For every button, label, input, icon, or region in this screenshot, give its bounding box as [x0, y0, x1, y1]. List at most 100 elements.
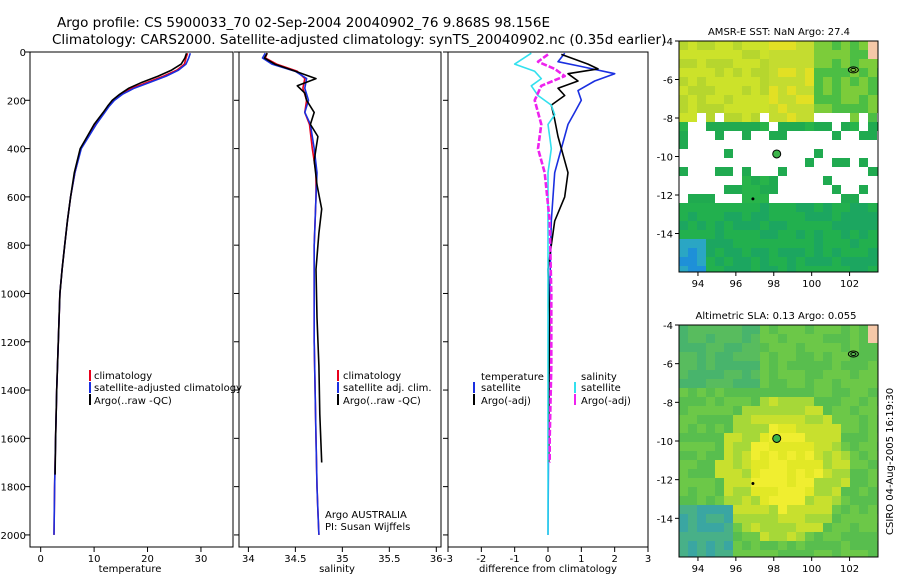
- map-cell: [742, 194, 752, 204]
- map-cell: [715, 104, 725, 114]
- map-cell: [679, 158, 689, 168]
- map-cell: [805, 352, 815, 362]
- map-cell: [814, 478, 824, 488]
- map-cell: [706, 140, 716, 150]
- map-cell: [841, 86, 851, 96]
- map-cell: [724, 442, 734, 452]
- map-cell: [859, 388, 869, 398]
- map-cell: [733, 478, 743, 488]
- map-cell: [724, 487, 734, 497]
- map-cell: [760, 523, 770, 533]
- map-cell: [679, 415, 689, 425]
- map-cell: [814, 140, 824, 150]
- map-cell: [778, 239, 788, 249]
- map-ytick-label: -6: [663, 360, 673, 371]
- map-cell: [805, 361, 815, 371]
- map-cell: [805, 469, 815, 479]
- map-cell: [760, 397, 770, 407]
- map-cell: [742, 550, 752, 557]
- map-cell: [742, 343, 752, 353]
- map-cell: [706, 541, 716, 551]
- map-cell: [760, 149, 770, 159]
- map-cell: [841, 167, 851, 177]
- map-cell: [778, 257, 788, 267]
- map-cell: [814, 496, 824, 506]
- map-cell: [796, 140, 806, 150]
- xtick-label: -2: [476, 554, 486, 565]
- map-cell: [832, 424, 842, 434]
- map-cell: [868, 239, 878, 249]
- map-cell: [733, 451, 743, 461]
- map-cell: [859, 239, 869, 249]
- map-cell: [859, 514, 869, 524]
- map-cell: [805, 86, 815, 96]
- map-cell: [715, 77, 725, 87]
- map-cell: [805, 487, 815, 497]
- map-cell: [805, 50, 815, 60]
- map-cell: [769, 95, 779, 105]
- map-cell: [769, 505, 779, 515]
- map-cell: [751, 221, 761, 231]
- ytick-label: 0: [20, 48, 26, 59]
- map-cell: [796, 86, 806, 96]
- map-cell: [697, 442, 707, 452]
- map-cell: [778, 370, 788, 380]
- map-cell: [697, 550, 707, 557]
- map-cell: [724, 361, 734, 371]
- map-cell: [688, 550, 698, 557]
- map-cell: [778, 532, 788, 542]
- map-cell: [832, 514, 842, 524]
- map-cell: [751, 451, 761, 461]
- map-cell: [814, 176, 824, 186]
- map-cell: [787, 122, 797, 132]
- map-cell: [760, 266, 770, 272]
- map-cell: [688, 523, 698, 533]
- map-cell: [679, 334, 689, 344]
- map-cell: [814, 397, 824, 407]
- map-cell: [724, 77, 734, 87]
- map-cell: [787, 460, 797, 470]
- map-cell: [814, 194, 824, 204]
- map-cell: [850, 194, 860, 204]
- map-cell: [751, 415, 761, 425]
- map-cell: [796, 523, 806, 533]
- map-cell: [751, 388, 761, 398]
- map-cell: [787, 334, 797, 344]
- map-cell: [679, 95, 689, 105]
- map-cell: [715, 158, 725, 168]
- map-cell: [688, 487, 698, 497]
- map-cell: [859, 113, 869, 123]
- map-cell: [742, 50, 752, 60]
- argo-float-marker: [772, 433, 782, 443]
- map-cell: [733, 532, 743, 542]
- map-cell: [697, 257, 707, 267]
- map-cell: [868, 230, 878, 240]
- map-cell: [778, 469, 788, 479]
- map-cell: [742, 361, 752, 371]
- map-cell: [688, 68, 698, 78]
- xtick-label: 1: [578, 554, 584, 565]
- map-cell: [724, 334, 734, 344]
- map-cell: [751, 424, 761, 434]
- map-cell: [679, 248, 689, 258]
- difference-xlabel: difference from climatology: [479, 564, 617, 575]
- map-cell: [760, 415, 770, 425]
- map-cell: [688, 266, 698, 272]
- map-cell: [688, 41, 698, 51]
- map-cell: [850, 257, 860, 267]
- map-cell: [751, 149, 761, 159]
- map-cell: [679, 194, 689, 204]
- map-cell: [823, 77, 833, 87]
- map-cell: [724, 194, 734, 204]
- map-cell: [796, 230, 806, 240]
- ytick-label: 1800: [1, 483, 26, 494]
- map-cell: [724, 95, 734, 105]
- map-cell: [778, 68, 788, 78]
- map-cell: [787, 257, 797, 267]
- map-cell: [733, 550, 743, 557]
- map-cell: [859, 59, 869, 69]
- map-cell: [679, 68, 689, 78]
- xtick-label: 34.5: [284, 554, 306, 565]
- map-cell: [697, 59, 707, 69]
- map-cell: [832, 149, 842, 159]
